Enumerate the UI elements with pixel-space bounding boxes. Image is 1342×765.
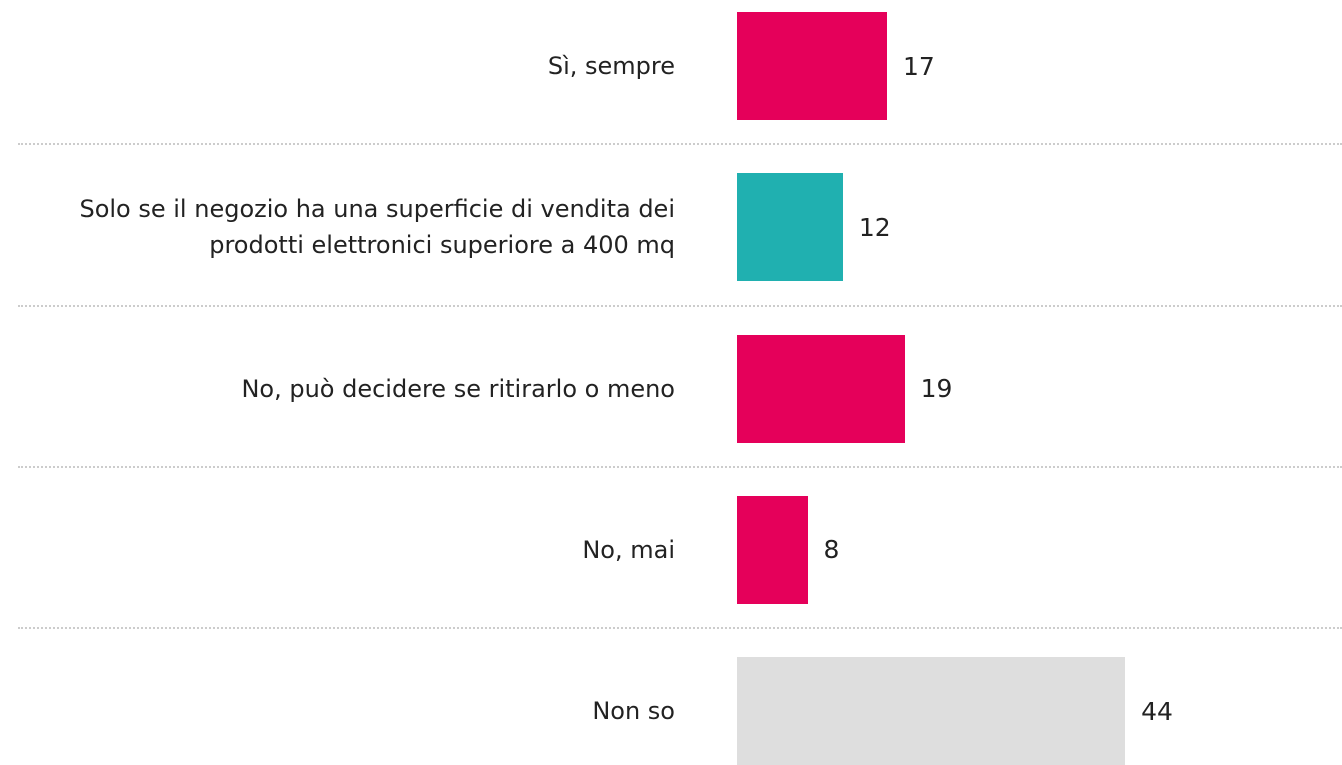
category-label: Solo se il negozio ha una superficie di … — [79, 195, 675, 260]
category-label: Non so — [592, 697, 675, 726]
category-label: No, mai — [582, 535, 675, 564]
bar-row: No, mai 8 — [0, 495, 1342, 604]
bar — [737, 173, 843, 282]
category-label: No, può decidere se ritirarlo o meno — [241, 374, 675, 403]
bar — [737, 657, 1126, 765]
row-separator — [18, 143, 1342, 146]
row-separator — [18, 627, 1342, 630]
category-label: Sì, sempre — [547, 52, 675, 80]
value-label: 19 — [920, 374, 953, 404]
bar — [737, 12, 887, 120]
bar-row: Sì, sempre 17 — [0, 12, 1342, 120]
value-label: 44 — [1141, 696, 1173, 726]
bar-row: No, può decidere se ritirarlo o meno 19 — [0, 334, 1342, 443]
bar-row: Solo se il negozio ha una superficie di … — [0, 173, 1342, 282]
value-label: 12 — [858, 212, 891, 242]
row-separator — [18, 465, 1342, 468]
value-label: 8 — [823, 535, 840, 565]
row-separator — [18, 304, 1342, 307]
bar — [737, 334, 905, 443]
bar — [737, 495, 808, 604]
value-label: 17 — [902, 51, 935, 81]
bar-row: Non so 44 — [0, 657, 1342, 765]
